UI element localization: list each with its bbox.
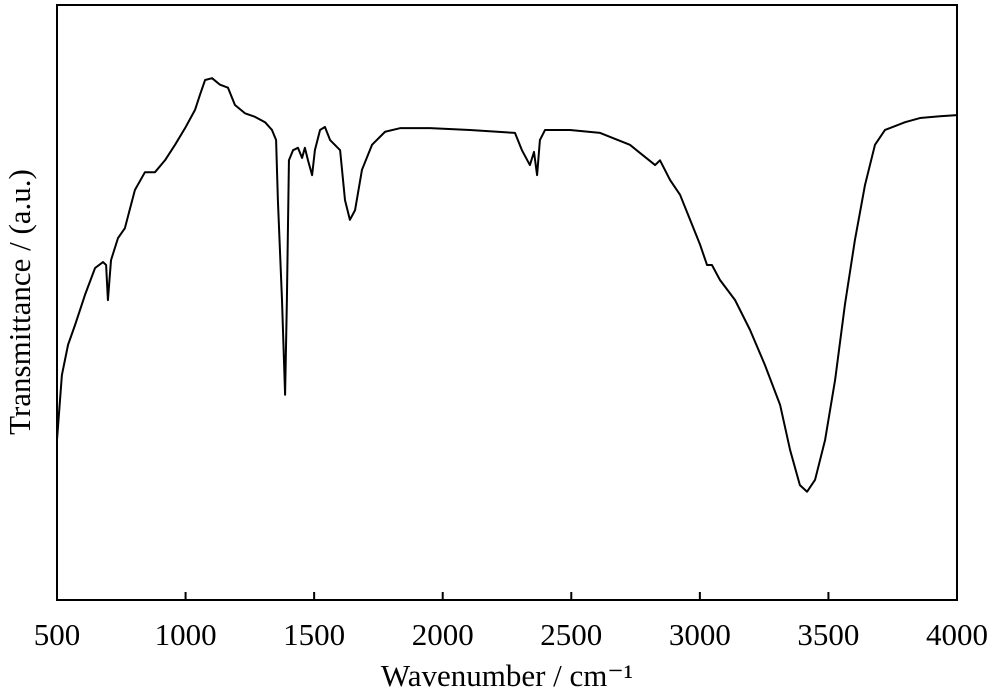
x-tick-label: 3000 [669, 617, 731, 652]
x-tick-label: 2000 [412, 617, 474, 652]
x-tick-label: 1500 [283, 617, 345, 652]
plot-frame [56, 4, 958, 601]
y-axis-label: Transmittance / (a.u.) [2, 169, 37, 435]
x-tick-label: 4000 [926, 617, 988, 652]
x-tick-label: 1000 [155, 617, 217, 652]
x-tick-label: 3500 [797, 617, 859, 652]
spectrum-line [56, 77, 958, 493]
x-tick-label: 500 [34, 617, 81, 652]
x-axis-label: Wavenumber / cm⁻¹ [381, 658, 633, 693]
x-tick-label: 2500 [540, 617, 602, 652]
